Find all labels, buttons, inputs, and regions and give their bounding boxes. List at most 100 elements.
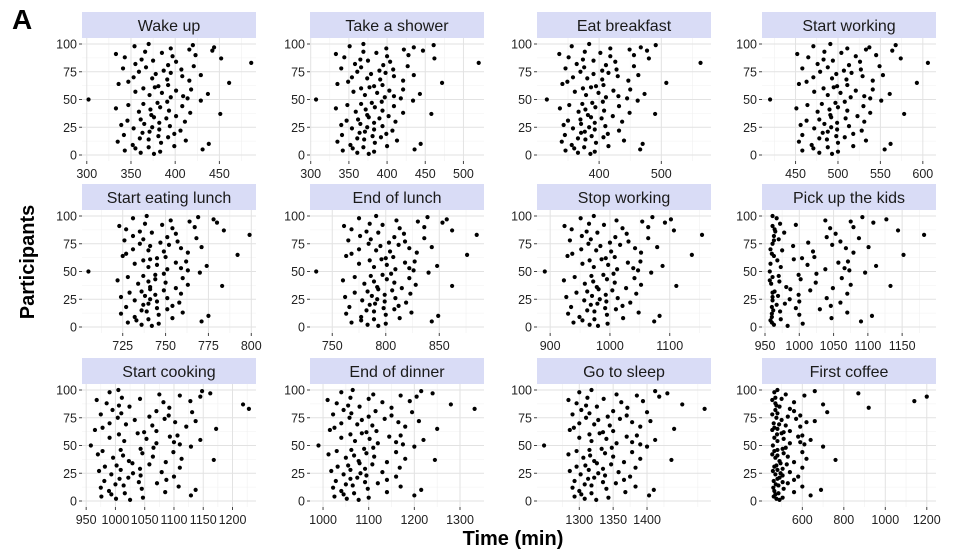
data-point	[610, 288, 615, 293]
data-point	[137, 396, 143, 401]
data-point	[824, 137, 830, 142]
data-point	[874, 53, 879, 58]
data-point	[848, 219, 853, 224]
data-point	[785, 414, 790, 419]
data-point	[187, 78, 192, 83]
data-point	[619, 400, 624, 405]
data-point	[845, 291, 850, 296]
data-point	[638, 442, 643, 447]
data-point	[206, 313, 211, 318]
data-point	[839, 50, 844, 55]
data-point	[147, 129, 152, 134]
data-point	[830, 58, 835, 63]
data-point	[127, 497, 133, 502]
data-point	[188, 110, 193, 115]
strip-background	[310, 358, 484, 384]
data-point	[577, 314, 582, 320]
data-point	[773, 407, 778, 413]
strip-background	[537, 12, 711, 38]
data-point	[588, 85, 594, 90]
x-tick-label: 500	[828, 167, 849, 181]
facet-panel: End of dinner 0 25 50 75 100 1000 1100 1200 1300	[284, 358, 484, 527]
data-point	[393, 474, 399, 479]
x-tick-label: 600	[912, 167, 933, 181]
data-point	[146, 279, 151, 284]
data-point	[608, 46, 613, 51]
data-point	[776, 273, 781, 279]
data-point	[144, 213, 149, 219]
data-point	[845, 82, 850, 88]
data-point	[376, 323, 381, 328]
data-point	[882, 147, 887, 152]
data-point	[340, 278, 346, 283]
data-point	[417, 91, 423, 97]
data-point	[606, 262, 611, 267]
data-point	[618, 242, 623, 247]
data-point	[824, 296, 829, 301]
data-point	[848, 95, 853, 100]
data-point	[141, 273, 146, 279]
data-point	[474, 232, 479, 237]
data-point	[845, 46, 850, 51]
data-point	[355, 475, 360, 480]
data-point	[775, 476, 780, 481]
data-point	[770, 443, 775, 448]
data-point	[626, 239, 631, 244]
data-point	[166, 108, 172, 113]
y-tick-label: 100	[56, 38, 77, 52]
data-point	[767, 278, 772, 283]
data-point	[825, 65, 830, 70]
data-point	[613, 59, 618, 64]
data-point	[380, 82, 385, 88]
data-point	[332, 494, 337, 499]
data-point	[375, 297, 380, 302]
data-point	[599, 257, 604, 262]
data-point	[648, 418, 653, 424]
data-point	[371, 127, 377, 132]
data-point	[170, 54, 175, 59]
data-point	[380, 108, 385, 113]
data-point	[805, 262, 810, 267]
data-point	[352, 438, 358, 444]
data-point	[860, 215, 865, 220]
data-point	[813, 280, 818, 285]
data-point	[170, 316, 175, 321]
data-point	[783, 423, 788, 428]
data-point	[366, 495, 371, 500]
data-point	[574, 401, 579, 406]
data-point	[178, 291, 184, 296]
data-point	[173, 231, 178, 236]
data-point	[869, 313, 875, 318]
data-point	[771, 253, 777, 259]
data-point	[566, 452, 571, 457]
data-point	[770, 274, 775, 280]
data-point	[377, 68, 382, 73]
data-point	[771, 478, 776, 484]
data-point	[184, 259, 189, 264]
data-point	[570, 412, 575, 417]
data-point	[770, 298, 775, 303]
data-point	[856, 236, 862, 241]
data-point	[348, 432, 353, 437]
data-point	[925, 60, 931, 65]
facet-panel: End of lunch 0 25 50 75 100 750 800 850	[284, 184, 484, 353]
data-point	[130, 216, 136, 221]
data-point	[98, 412, 103, 417]
data-point	[104, 401, 109, 406]
data-point	[367, 221, 372, 226]
data-point	[367, 85, 372, 90]
data-point	[388, 59, 393, 64]
data-point	[156, 321, 161, 326]
data-point	[142, 221, 148, 226]
data-point	[604, 436, 609, 441]
data-point	[587, 411, 592, 416]
data-point	[829, 125, 834, 130]
data-point	[588, 115, 594, 120]
strip-title: End of dinner	[349, 364, 445, 381]
data-point	[125, 274, 130, 280]
data-point	[86, 269, 91, 274]
data-point	[770, 427, 775, 433]
data-point	[125, 118, 130, 123]
data-point	[194, 236, 199, 241]
data-point	[98, 485, 103, 490]
